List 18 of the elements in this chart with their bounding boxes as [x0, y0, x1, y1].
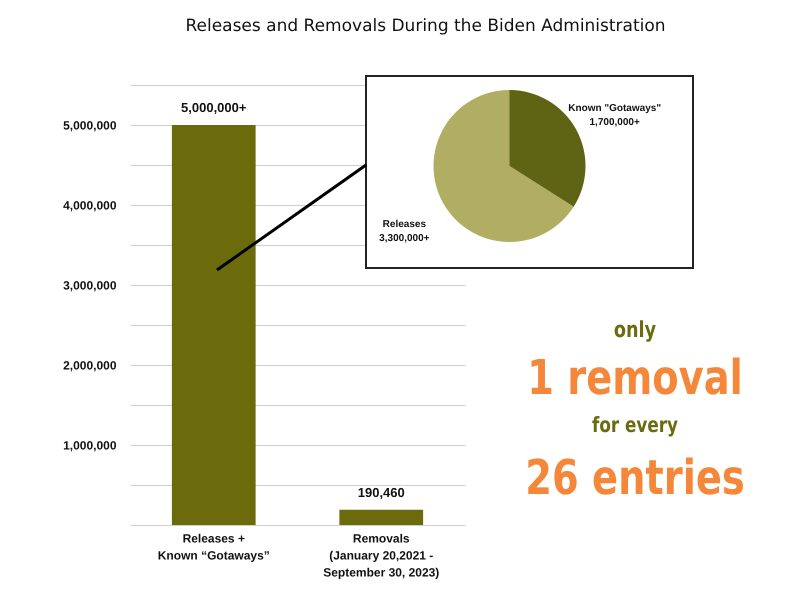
- y-tick-label: 4,000,000: [63, 198, 117, 212]
- x-tick-label: Releases + Known “Gotaways”: [158, 532, 270, 562]
- x-tick-label: Removals (January 20,2021 - September 30, 2023): [323, 532, 440, 580]
- chart-title: Releases and Removals During the Biden Administration: [185, 16, 666, 36]
- y-tick-label: 3,000,000: [63, 278, 117, 292]
- text: 26 entries: [524, 450, 746, 506]
- slice-label: Releases: [382, 218, 426, 230]
- y-tick-label: 1,000,000: [63, 438, 117, 452]
- y-tick-label: 5,000,000: [63, 118, 117, 132]
- y-tick-label: 2,000,000: [63, 358, 117, 372]
- data-label: 3,300,000+: [379, 232, 430, 244]
- text: only: [612, 318, 658, 343]
- text: for every: [591, 413, 679, 437]
- slice-label: Known "Gotaways": [568, 103, 662, 114]
- data-label: 1,700,000+: [589, 117, 640, 128]
- text: 1 removal: [526, 350, 744, 406]
- data-label: 5,000,000+: [181, 100, 247, 115]
- data-label: 190,460: [358, 484, 405, 500]
